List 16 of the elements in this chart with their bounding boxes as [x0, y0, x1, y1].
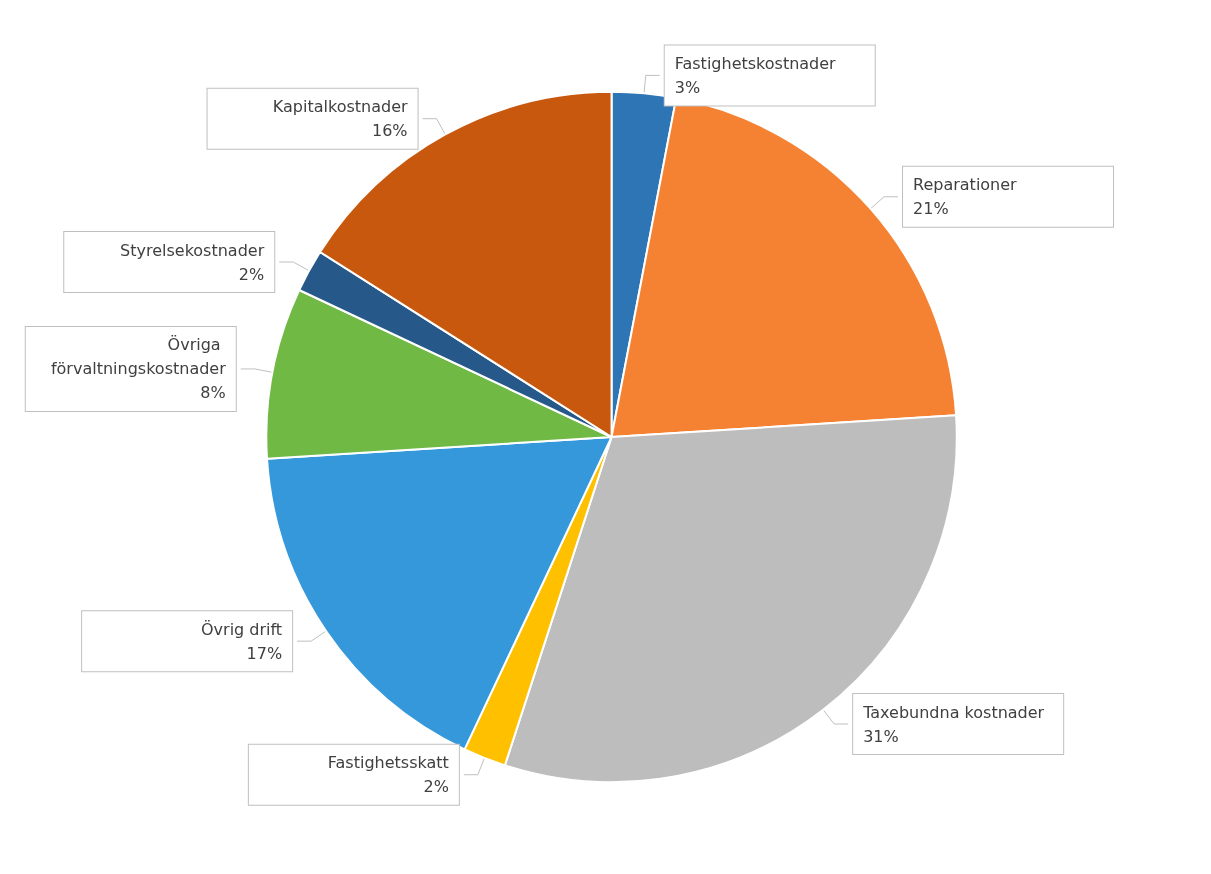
slice-label: Styrelsekostnader	[120, 240, 265, 260]
slice-label: Fastighetskostnader	[674, 53, 837, 73]
data-label: 31%	[863, 726, 899, 746]
slice-label: Kapitalkostnader	[272, 97, 408, 117]
data-label: 21%	[913, 199, 949, 219]
slice-label: Taxebundna kostnader	[862, 702, 1045, 722]
data-label: 16%	[372, 121, 408, 141]
data-label: 2%	[423, 777, 449, 797]
slice-label: Övriga förvaltningskostnader	[50, 335, 227, 379]
data-label: 3%	[674, 77, 701, 97]
data-label: 8%	[200, 383, 226, 403]
data-label: 2%	[238, 264, 265, 284]
slice-label: Övrig drift	[200, 619, 283, 639]
slice-label: Reparationer	[913, 175, 1018, 195]
data-label: 17%	[246, 643, 283, 663]
slice-label: Fastighetsskatt	[327, 753, 449, 773]
